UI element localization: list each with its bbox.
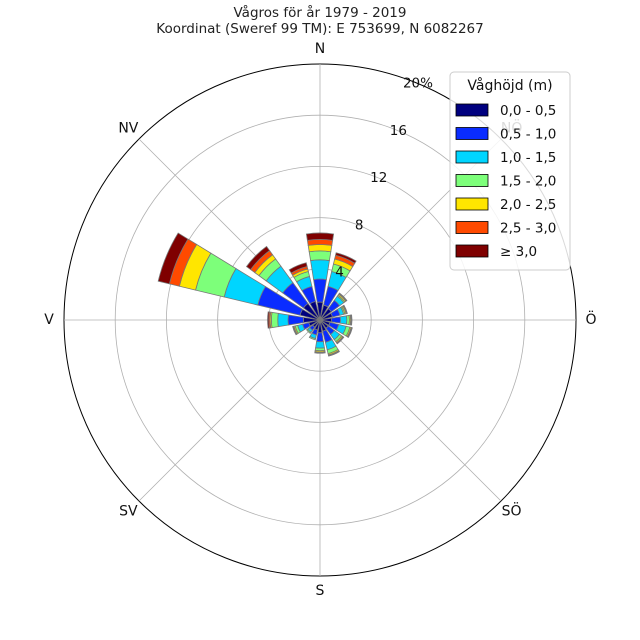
angular-gridline: [319, 319, 502, 502]
rose-bar-segment: [316, 332, 324, 343]
rose-bar-segment: [342, 304, 348, 315]
rose-bar-segment: [245, 245, 271, 271]
radial-tick-label: 4: [335, 265, 344, 281]
chart-title: Vågros för år 1979 - 2019: [233, 4, 406, 21]
rose-bar-segment: [270, 311, 279, 329]
rose-bar-segment: [306, 238, 334, 246]
rose-bar-segment: [330, 316, 341, 324]
rose-bar-segment: [315, 341, 325, 349]
legend-title: Våghöjd (m): [467, 77, 552, 94]
rose-bar-segment: [314, 351, 326, 354]
legend-label: 1,0 - 1,5: [500, 150, 556, 166]
angular-gridline: [138, 319, 321, 502]
compass-label: SÖ: [502, 502, 522, 520]
rose-bars: [157, 232, 357, 357]
rose-bar-segment: [339, 315, 348, 325]
legend-frame: [449, 71, 571, 271]
rose-bar-segment: [328, 350, 340, 357]
legend: Våghöjd (m) 0,0 - 0,5 0,5 - 1,0 1,0 - 1,5 1…: [449, 71, 571, 271]
rose-bar-segment: [338, 292, 348, 302]
rose-bar-segment: [288, 262, 308, 274]
legend-label: 0,0 - 0,5: [500, 103, 556, 119]
legend-swatch: [455, 103, 489, 117]
rose-bar-segment: [347, 327, 353, 338]
legend-swatch: [455, 127, 489, 140]
rose-bar-segment: [287, 314, 305, 326]
legend-swatch: [455, 150, 489, 164]
legend-items: 0,0 - 0,5 0,5 - 1,0 1,0 - 1,5 1,5 - 2,0 2,0 …: [455, 103, 556, 260]
compass-label: S: [316, 583, 325, 599]
compass-label: V: [44, 312, 54, 328]
radial-tick-label: 16: [390, 123, 407, 139]
rose-bar-segment: [308, 335, 317, 341]
legend-swatch: [455, 221, 489, 234]
rose-bar-segment: [305, 232, 335, 241]
radial-tick-label: 20%: [403, 75, 433, 91]
compass-label: SV: [119, 504, 138, 520]
rose-bar-segment: [335, 252, 357, 264]
rose-bar-segment: [292, 325, 298, 336]
legend-label: 2,5 - 3,0: [500, 221, 556, 237]
rose-bar-segment: [157, 232, 189, 285]
rose-bar-segment: [350, 314, 353, 326]
rose-bar-segment: [277, 312, 289, 328]
rose-bar-segment: [307, 244, 333, 253]
rose-bar-segment: [305, 328, 312, 335]
legend-swatch: [455, 197, 489, 211]
radial-tick-label: 8: [355, 217, 364, 233]
legend-label: 0,5 - 1,0: [500, 127, 556, 143]
rose-bar-segment: [313, 278, 327, 303]
rose-bar-segment: [336, 336, 345, 345]
rose-bar-segment: [308, 250, 332, 262]
radial-tick-label: 12: [370, 170, 387, 186]
legend-swatch: [455, 174, 489, 187]
legend-label: ≥ 3,0: [500, 244, 537, 260]
legend-label: 2,0 - 2,5: [500, 197, 556, 213]
compass-label: Ö: [585, 310, 596, 328]
rose-bar-segment: [267, 311, 270, 329]
rose-bar-segment: [310, 259, 330, 281]
legend-label: 1,5 - 2,0: [500, 174, 556, 190]
legend-swatch: [455, 244, 489, 258]
compass-label: N: [315, 41, 325, 57]
compass-label: NV: [118, 120, 138, 136]
chart-subtitle: Koordinat (Sweref 99 TM): E 753699, N 60…: [156, 21, 483, 37]
